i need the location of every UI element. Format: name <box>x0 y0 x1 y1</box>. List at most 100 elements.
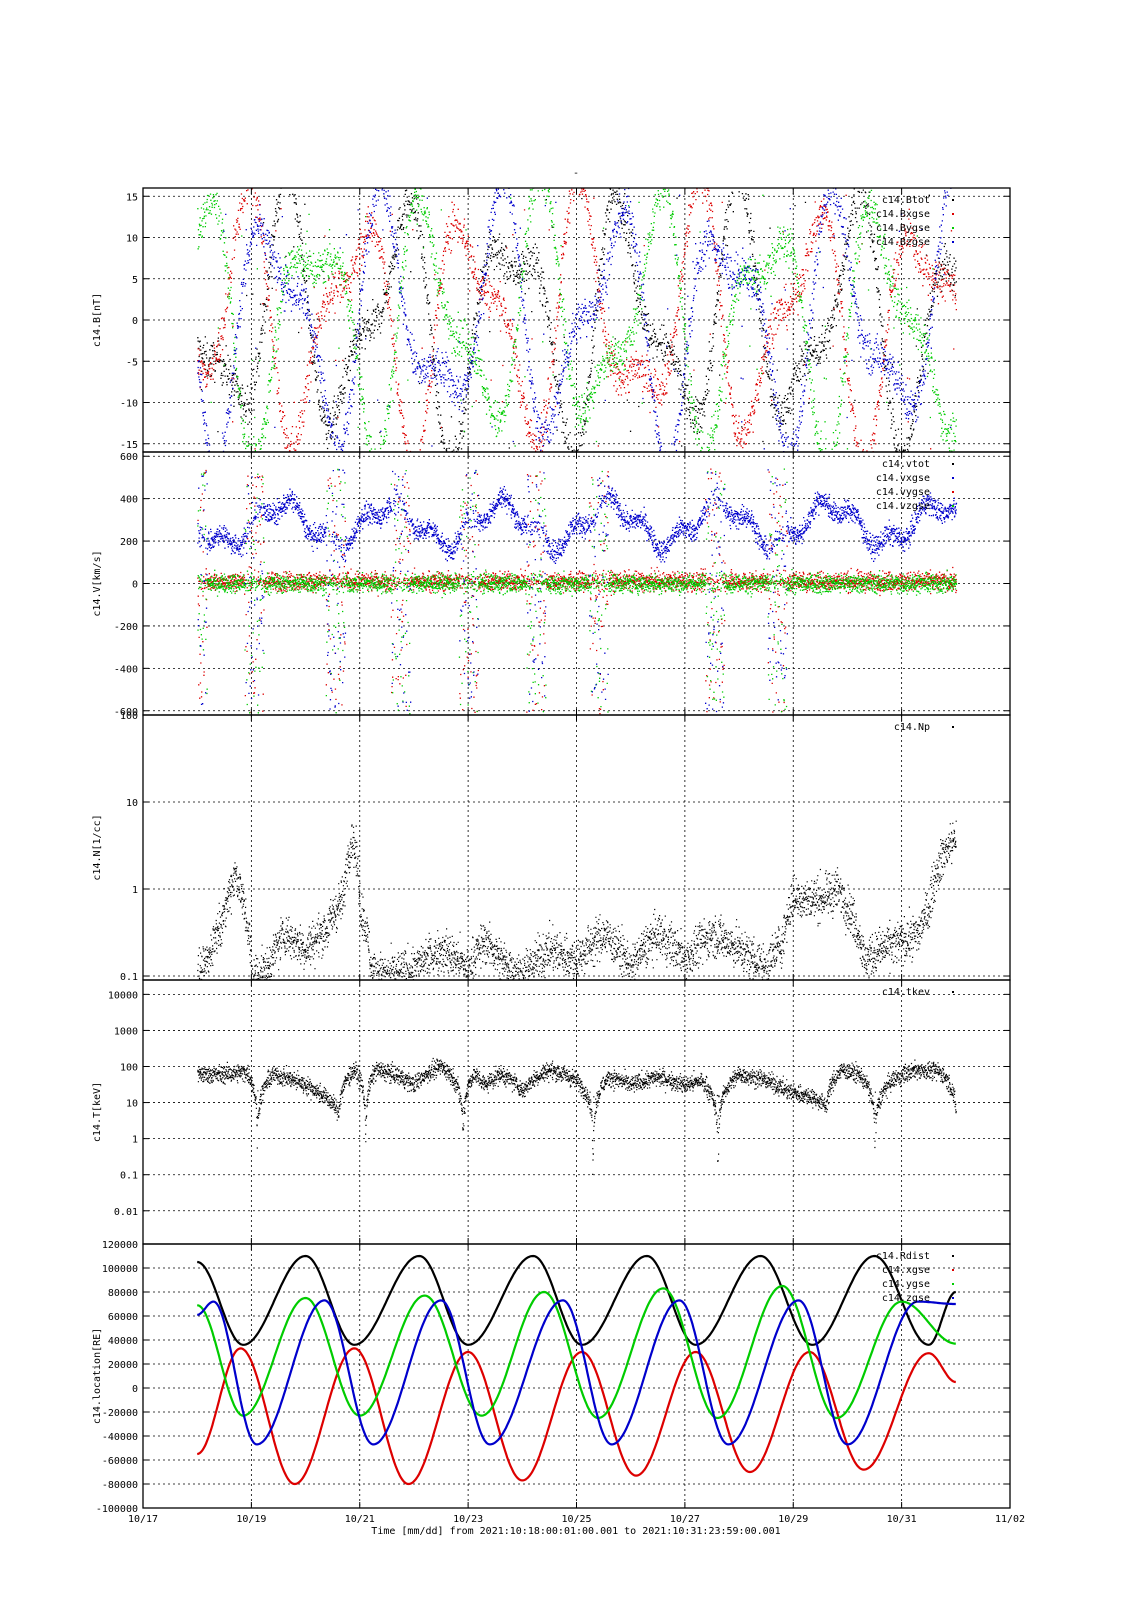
x-tick-label: 10/27 <box>670 1514 700 1525</box>
legend-marker <box>952 199 954 201</box>
legend-marker <box>952 726 954 728</box>
series-points-c14-bzgse <box>197 188 952 452</box>
y-tick-label: 100000 <box>102 1264 138 1275</box>
y-axis-label: c14.V[km/s] <box>92 550 103 616</box>
legend-label: c14.xgse <box>882 1265 930 1276</box>
legend-marker <box>952 1255 954 1257</box>
series-line-c14-ygse <box>197 1284 956 1420</box>
series-points-c14-bxgse <box>197 188 957 452</box>
legend-label: c14.Np <box>894 722 930 733</box>
legend-marker <box>952 227 954 229</box>
legend-marker <box>952 213 954 215</box>
panel-v: -600 -400 -200 0 200 400 600 c14.V[km/s] c14.vto… <box>92 451 1011 718</box>
series-line-c14-xgse <box>197 1347 956 1486</box>
legend-marker <box>952 505 954 507</box>
y-axis-label: c14.N[1/cc] <box>92 814 103 880</box>
y-tick-label: -80000 <box>102 1480 138 1491</box>
y-tick-label: -20000 <box>102 1408 138 1419</box>
figure-title: - <box>573 168 579 179</box>
y-tick-label: 40000 <box>108 1336 138 1347</box>
data-layer <box>197 1057 957 1175</box>
y-tick-label: -100000 <box>96 1504 138 1515</box>
y-tick-label: -60000 <box>102 1456 138 1467</box>
legend-marker <box>952 241 954 243</box>
legend-label: c14.vygse <box>876 487 930 498</box>
x-tick-label: 10/31 <box>887 1514 917 1525</box>
y-tick-label: 1000 <box>114 1026 138 1037</box>
y-tick-label: 600 <box>120 452 138 463</box>
x-axis-label: Time [mm/dd] from 2021:10:18:00:01:00.00… <box>371 1526 780 1537</box>
data-layer <box>197 188 957 452</box>
y-tick-label: 5 <box>132 275 138 286</box>
y-tick-label: 0 <box>132 1384 138 1395</box>
legend-label: c14.vxgse <box>876 473 930 484</box>
series-points-c14-np <box>197 820 957 980</box>
y-tick-label: 0.1 <box>120 1171 138 1182</box>
legend-label: c14.tkev <box>882 987 930 998</box>
y-tick-label: 60000 <box>108 1312 138 1323</box>
legend-label: c14.Bxgse <box>876 209 930 220</box>
y-tick-label: -400 <box>114 664 138 675</box>
legend-marker <box>952 491 954 493</box>
y-tick-label: 120000 <box>102 1240 138 1251</box>
data-layer <box>197 820 957 980</box>
legend-marker <box>952 991 954 993</box>
y-tick-label: -200 <box>114 622 138 633</box>
y-tick-label: 10000 <box>108 990 138 1001</box>
y-tick-label: -600 <box>114 707 138 718</box>
panel-t: 0.01 0.1 1 10 100 1000 10000 c14.T[keV] c14.tkev <box>92 979 1011 1245</box>
y-tick-label: -10 <box>120 399 138 410</box>
y-axis-label: c14.location[RE] <box>92 1328 103 1424</box>
legend-label: c14.Btot <box>882 195 930 206</box>
series-points-c14-bygse <box>197 188 957 452</box>
x-tick-label: 10/23 <box>453 1514 483 1525</box>
series-points-c14-tkev <box>197 1057 957 1175</box>
x-tick-label: 11/02 <box>995 1514 1025 1525</box>
legend-label: c14.Bzgse <box>876 237 930 248</box>
y-tick-label: 10 <box>126 798 138 809</box>
y-tick-label: 20000 <box>108 1360 138 1371</box>
y-tick-label: 10 <box>126 234 138 245</box>
chart-panels: -15-10-5051015c14.B[nT]c14.Btotc14.Bxgse… <box>92 187 1025 1525</box>
x-tick-label: 10/29 <box>778 1514 808 1525</box>
y-axis-label: c14.T[keV] <box>92 1082 103 1142</box>
legend-label: c14.zgse <box>882 1293 930 1304</box>
y-tick-label: 0.1 <box>120 972 138 983</box>
series-line-c14-zgse <box>197 1299 956 1446</box>
legend-label: c14.ygse <box>882 1279 930 1290</box>
y-tick-label: 15 <box>126 192 138 203</box>
y-tick-label: 1 <box>132 885 138 896</box>
y-tick-label: 400 <box>120 495 138 506</box>
y-tick-label: 0 <box>132 580 138 591</box>
series-line-c14-rdist <box>197 1254 956 1346</box>
y-tick-label: 100 <box>120 1062 138 1073</box>
y-tick-label: 100 <box>120 711 138 722</box>
x-tick-label: 10/21 <box>345 1514 375 1525</box>
legend-marker <box>952 477 954 479</box>
y-axis-label: c14.B[nT] <box>92 293 103 347</box>
y-tick-label: 0 <box>132 316 138 327</box>
panel-location: -100000 -80000 -60000 -40000 -20000 0 20000 400… <box>92 1240 1011 1515</box>
panel-n: 0.1 1 10 100 c14.N[1/cc] c14.Np <box>92 711 1011 983</box>
x-tick-label: 10/19 <box>236 1514 266 1525</box>
data-layer <box>197 1254 956 1486</box>
y-tick-label: -5 <box>126 357 138 368</box>
y-tick-label: 1 <box>132 1135 138 1146</box>
x-tick-label: 10/17 <box>128 1514 158 1525</box>
legend-label: c14.Bygse <box>876 223 930 234</box>
panel-b: -15 -10 -5 0 5 10 15 c14.B[nT] c14.Btot c14.Bxgse… <box>92 187 1011 453</box>
y-tick-label: 200 <box>120 537 138 548</box>
series-points-c14-vygse <box>197 468 958 715</box>
legend-marker <box>952 1283 954 1285</box>
series-points-c14-vzgse <box>197 468 958 715</box>
y-tick-label: 10 <box>126 1099 138 1110</box>
series-points-c14-vxgse <box>197 469 958 715</box>
legend-marker <box>952 463 954 465</box>
series-points-c14-btot <box>197 188 957 452</box>
y-tick-label: 80000 <box>108 1288 138 1299</box>
legend-label: c14.vzgse <box>876 501 930 512</box>
legend-label: c14.vtot <box>882 459 930 470</box>
legend-marker <box>952 1269 954 1271</box>
y-tick-label: 0.01 <box>114 1207 138 1218</box>
